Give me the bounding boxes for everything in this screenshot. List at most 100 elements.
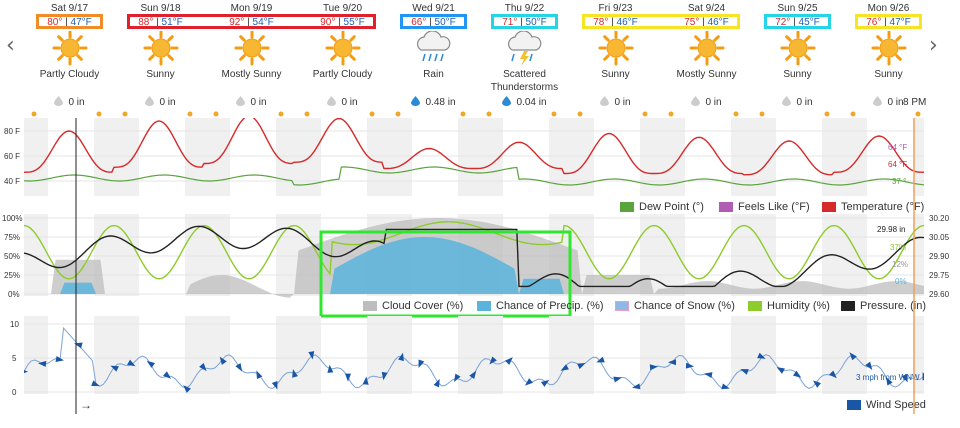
legend-feels-like-label: Feels Like (°F) xyxy=(738,201,810,213)
legend-cloud-cover[interactable]: Cloud Cover (%) xyxy=(363,300,463,312)
high-temp: 80° xyxy=(47,17,63,28)
wind-direction-arrow-icon xyxy=(146,360,155,368)
legend-wind-speed[interactable]: Wind Speed xyxy=(847,399,926,411)
cloud-cover-swatch-icon xyxy=(363,301,377,311)
sunrise-sunset-markers xyxy=(304,111,375,117)
temp-range-highlight-box xyxy=(127,14,376,29)
precip-amount-text: 0 in xyxy=(68,97,85,108)
condition-line-1: Mostly Sunny xyxy=(221,69,282,80)
day-column[interactable]: Thu 9/22 71° | 50°F Scattered Thunderstor… xyxy=(479,0,570,118)
wind-direction-arrow-icon xyxy=(327,364,334,373)
wind-direction-arrow-icon xyxy=(776,367,785,374)
day-date: Mon 9/26 xyxy=(867,3,910,14)
hi-lo-temp: 72° | 45°F xyxy=(775,17,820,28)
partly-cloudy-icon xyxy=(52,31,88,66)
sunrise-sunset-markers xyxy=(668,111,739,117)
precip-amount-text: 0 in xyxy=(796,97,813,108)
precip-amount-text: 0.48 in xyxy=(425,97,456,108)
humidity-line[interactable] xyxy=(24,221,924,280)
dew-point-line[interactable] xyxy=(24,166,924,186)
snow-swatch-icon xyxy=(615,301,629,311)
pressure-line[interactable] xyxy=(24,225,924,288)
precip-amount-text: 0 in xyxy=(159,97,176,108)
humidity-swatch-icon xyxy=(748,301,762,311)
sunrise-sunset-markers xyxy=(850,111,921,117)
wind-direction-arrow-icon xyxy=(91,380,100,387)
low-temp: 50°F xyxy=(525,17,547,28)
condition-line-1: Rain xyxy=(423,69,444,80)
legend-temperature[interactable]: Temperature (°F) xyxy=(822,201,924,213)
legend-precip-label: Chance of Precip. (%) xyxy=(496,300,604,312)
scroll-right-arrow-icon[interactable]: → xyxy=(80,398,92,412)
condition-text: Partly Cloudy xyxy=(297,68,388,81)
precip-humidity-chart[interactable] xyxy=(24,214,924,319)
condition-text: Partly Cloudy xyxy=(24,68,115,81)
day-date: Tue 9/20 xyxy=(322,3,363,14)
sun-icon xyxy=(598,31,634,66)
day-date: Wed 9/21 xyxy=(412,3,455,14)
humidity-current: 37% xyxy=(890,243,907,252)
low-temp: 55°F xyxy=(343,17,365,28)
precip-amount: 0 in xyxy=(297,96,388,108)
wind-speed-chart[interactable] xyxy=(24,316,924,396)
day-column[interactable]: Sun 9/18 88° | 51°F Sunny 0 in xyxy=(115,0,206,118)
condition-text: Mostly Sunny xyxy=(206,68,297,81)
pct-axis-100: 100% xyxy=(2,214,23,223)
raindrop-icon xyxy=(54,96,64,106)
wind-axis-10: 10 xyxy=(10,320,19,329)
precip-amount: 0 in xyxy=(115,96,206,108)
day-column[interactable]: Tue 9/20 90° | 55°F Partly Cloudy 0 in xyxy=(297,0,388,118)
temp-axis-80: 80 F xyxy=(4,127,21,136)
temp-range-highlight-box xyxy=(400,14,467,29)
sunrise-sunset-markers xyxy=(213,111,284,117)
day-column[interactable]: Mon 9/26 76° | 47°F Sunny 0 in xyxy=(843,0,934,118)
legend-pressure[interactable]: Pressure. (in) xyxy=(841,300,926,312)
hi-lo-temp: 88° | 51°F xyxy=(138,17,183,28)
condition-text: Sunny xyxy=(752,68,843,81)
temperature-chart[interactable] xyxy=(24,118,924,196)
day-column[interactable]: Mon 9/19 92° | 54°F Mostly Sunny 0 in xyxy=(206,0,297,118)
wind-direction-arrow-icon xyxy=(885,377,893,386)
precip-amount-text: 0 in xyxy=(250,97,267,108)
legend-humidity[interactable]: Humidity (%) xyxy=(748,300,830,312)
raindrop-icon xyxy=(411,96,421,106)
temp-range-highlight-box xyxy=(36,14,103,29)
temperature-line[interactable] xyxy=(24,118,924,176)
legend-pressure-label: Pressure. (in) xyxy=(860,300,927,312)
legend-dew-point[interactable]: Dew Point (°) xyxy=(620,201,704,213)
hi-lo-temp: 66° | 50°F xyxy=(411,17,456,28)
wind-direction-arrow-icon xyxy=(381,371,388,381)
high-temp: 72° xyxy=(775,17,791,28)
prev-arrow-icon[interactable]: ‹ xyxy=(6,33,15,58)
raindrop-icon xyxy=(327,96,337,106)
wind-direction-arrow-icon xyxy=(596,356,605,363)
wind-direction-arrow-icon xyxy=(418,359,425,368)
legend-snow[interactable]: Chance of Snow (%) xyxy=(615,300,735,312)
precip-amount: 0 in xyxy=(661,96,752,108)
precip-amount-text: 0.04 in xyxy=(516,97,547,108)
sun-icon xyxy=(780,31,816,66)
precip-amount-text: 0 in xyxy=(341,97,358,108)
precip-amount-text: 0 in xyxy=(887,97,904,108)
temp-range-highlight-box xyxy=(764,14,831,29)
precip-amount: 0 in xyxy=(843,96,934,108)
hi-lo-temp: 80° | 47°F xyxy=(47,17,92,28)
wind-direction-arrow-icon xyxy=(398,352,404,362)
precip-chance-area[interactable] xyxy=(24,237,924,294)
day-column[interactable]: Fri 9/23 78° | 46°F Sunny 0 in xyxy=(570,0,661,118)
day-date: Sat 9/24 xyxy=(687,3,726,14)
day-column[interactable]: Sat 9/24 75° | 46°F Mostly Sunny 0 in xyxy=(661,0,752,118)
day-column[interactable]: Sun 9/25 72° | 45°F Sunny 0 in xyxy=(752,0,843,118)
day-column[interactable]: Wed 9/21 66° | 50°F Rain 0.48 in xyxy=(388,0,479,118)
high-temp: 88° xyxy=(138,17,154,28)
day-column[interactable]: Sat 9/17 80° | 47°F Partly Cloudy 0 in xyxy=(24,0,115,118)
legend-precip[interactable]: Chance of Precip. (%) xyxy=(477,300,604,312)
condition-line-1: Sunny xyxy=(146,69,175,80)
precip-amount: 0.48 in xyxy=(388,96,479,108)
low-temp: 54°F xyxy=(252,17,274,28)
legend-feels-like[interactable]: Feels Like (°F) xyxy=(719,201,810,213)
precip-amount-text: 0 in xyxy=(614,97,631,108)
low-temp: 51°F xyxy=(161,17,183,28)
next-arrow-icon[interactable]: › xyxy=(929,33,938,58)
condition-line-1: Partly Cloudy xyxy=(312,69,373,80)
